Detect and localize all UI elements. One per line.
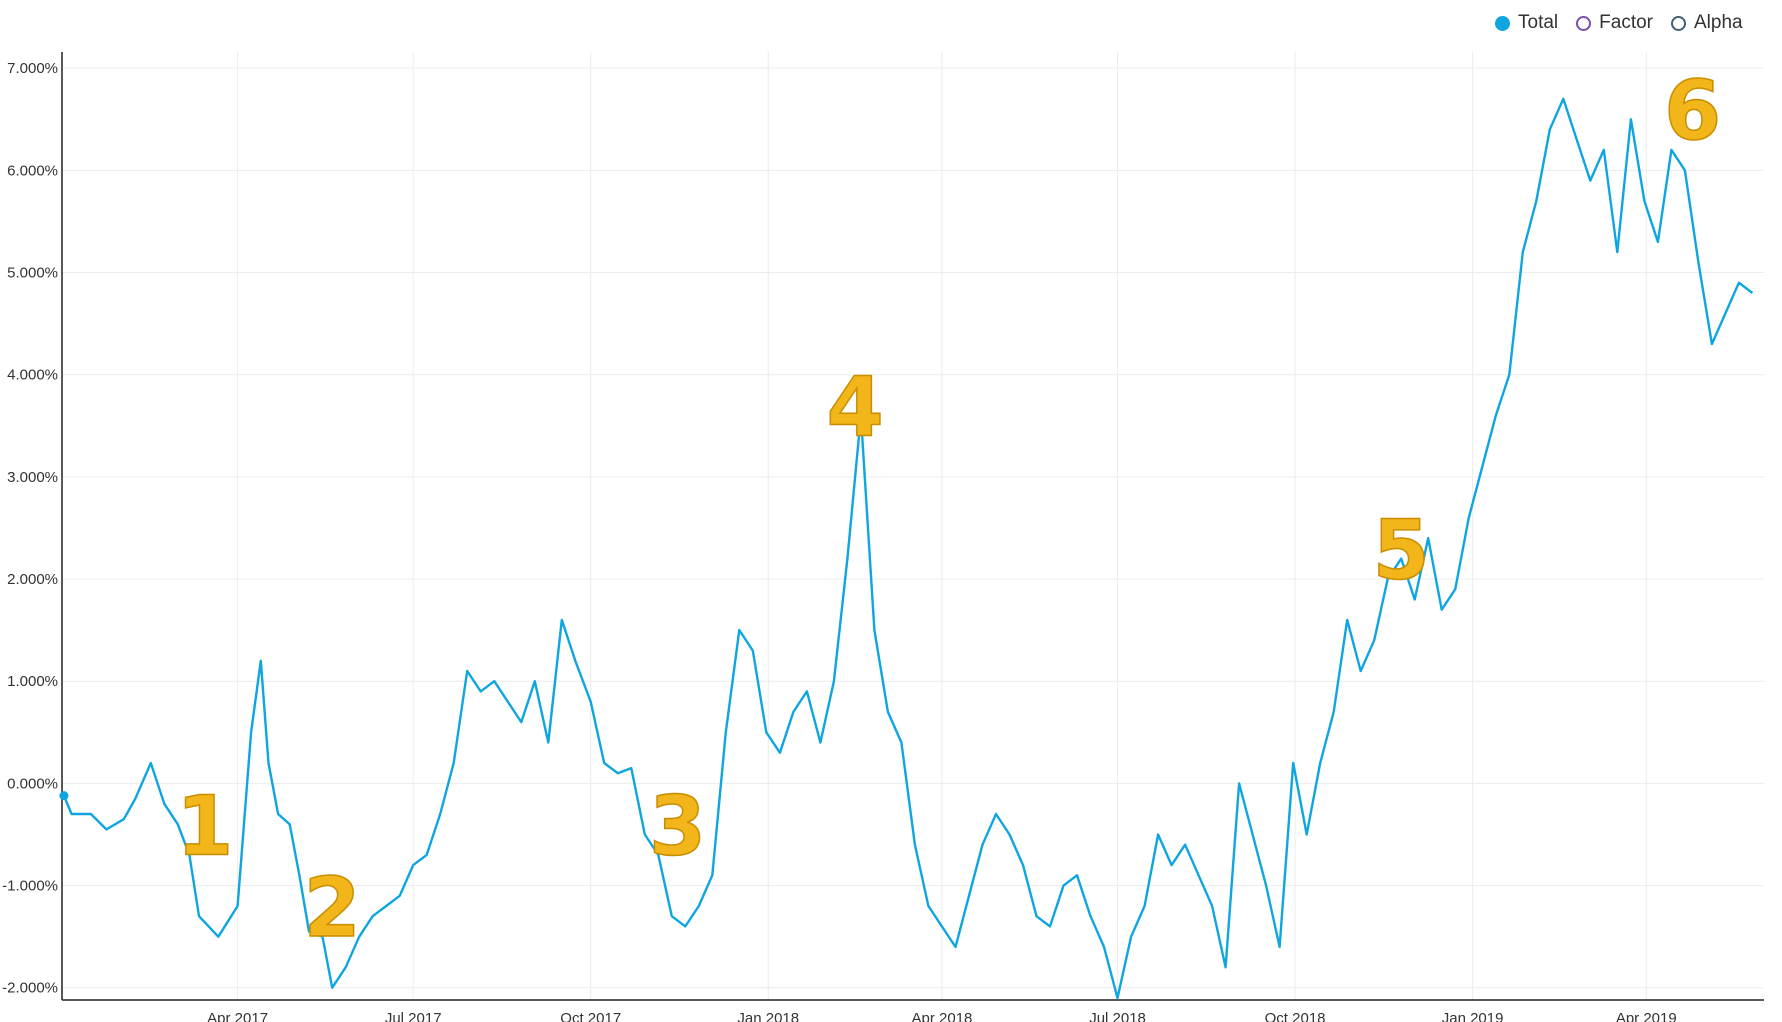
legend-item-alpha[interactable]: Alpha: [1671, 12, 1743, 34]
annotation-label: 5: [1373, 503, 1430, 598]
x-tick-label: Apr 2018: [912, 1010, 973, 1022]
y-tick-label: 6.000%: [7, 162, 58, 179]
y-tick-label: 4.000%: [7, 367, 58, 384]
legend-item-label: Factor: [1599, 12, 1653, 33]
annotation-label: 2: [304, 861, 361, 956]
annotation-label: 6: [1664, 64, 1721, 159]
annotation-label: 1: [176, 779, 233, 874]
chart-series: [59, 97, 1754, 1000]
x-tick-label: Jan 2019: [1442, 1010, 1504, 1022]
y-tick-label: 1.000%: [7, 673, 58, 690]
x-tick-label: Apr 2019: [1616, 1010, 1677, 1022]
chart-tick-labels: -2.000% -1.000% 0.000% 1.000% 2.000% 3.000% 4.…: [2, 60, 1677, 1022]
legend-total-marker-icon: [1495, 15, 1510, 31]
y-tick-label: 2.000%: [7, 571, 58, 588]
x-tick-label: Jan 2018: [737, 1010, 799, 1022]
legend-item-total[interactable]: Total: [1495, 12, 1558, 34]
x-tick-label: Oct 2017: [560, 1010, 621, 1022]
series-line-total: [62, 97, 1754, 1000]
legend-factor-marker-icon: [1576, 15, 1592, 31]
annotation-label: 3: [649, 779, 706, 874]
chart-gridlines: [62, 52, 1764, 1000]
y-tick-label: 5.000%: [7, 265, 58, 282]
legend-item-factor[interactable]: Factor: [1576, 12, 1653, 34]
x-tick-label: Apr 2017: [207, 1010, 268, 1022]
legend-item-label: Alpha: [1694, 12, 1743, 33]
annotation-label: 4: [827, 360, 884, 455]
chart-legend: Total Factor Alpha: [1495, 10, 1761, 36]
y-tick-label: 7.000%: [7, 60, 58, 77]
series-start-point: [59, 791, 69, 801]
x-tick-label: Jul 2018: [1089, 1010, 1146, 1022]
legend-alpha-marker-icon: [1671, 15, 1686, 31]
chart-axes: [61, 52, 1764, 1001]
y-tick-label: 0.000%: [7, 775, 58, 792]
y-tick-label: 3.000%: [7, 469, 58, 486]
legend-item-label: Total: [1518, 12, 1559, 33]
y-tick-label: -1.000%: [2, 878, 58, 895]
chart-annotations: 12 3 4 5 6: [176, 63, 1722, 956]
y-tick-label: -2.000%: [2, 980, 58, 997]
x-tick-label: Jul 2017: [385, 1010, 442, 1022]
x-tick-label: Oct 2018: [1265, 1010, 1326, 1022]
